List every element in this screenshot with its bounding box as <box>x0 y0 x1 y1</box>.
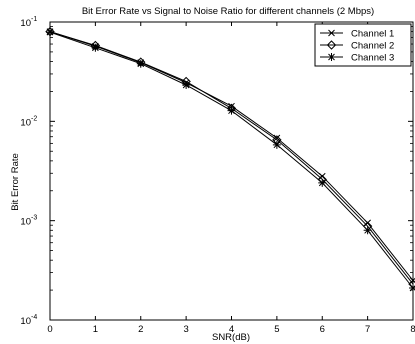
star-marker <box>227 106 236 115</box>
legend-label: Channel 2 <box>351 41 394 52</box>
star-marker <box>363 226 372 235</box>
legend-entry: Channel 3 <box>320 53 394 64</box>
series-layer <box>45 26 415 292</box>
y-tick-exponent: -1 <box>31 16 37 23</box>
star-marker <box>272 140 281 149</box>
legend-label: Channel 1 <box>351 29 394 40</box>
diamond-marker <box>326 40 337 50</box>
legend-label: Channel 3 <box>351 53 394 64</box>
star-marker <box>91 43 100 52</box>
y-tick-exponent: -4 <box>31 314 37 321</box>
x-axis-label: SNR(dB) <box>212 332 250 343</box>
star-marker <box>136 59 145 68</box>
x-marker <box>328 29 335 37</box>
x-tick-label: 6 <box>320 324 325 335</box>
x-tick-label: 3 <box>183 324 188 335</box>
legend-entry: Channel 2 <box>320 40 394 52</box>
x-tick-label: 1 <box>93 324 98 335</box>
y-tick-label: 10 <box>20 117 31 128</box>
y-tick-label: 10 <box>20 18 31 29</box>
y-tick-exponent: -2 <box>31 115 37 122</box>
y-tick-exponent: -3 <box>31 215 37 222</box>
star-marker <box>409 283 415 292</box>
y-tick-label: 10 <box>20 217 31 228</box>
chart-title: Bit Error Rate vs Signal to Noise Ratio … <box>82 6 374 17</box>
x-tick-label: 2 <box>138 324 143 335</box>
star-marker <box>327 53 336 61</box>
star-marker <box>318 178 327 187</box>
legend-entry: Channel 1 <box>320 29 394 40</box>
x-tick-label: 8 <box>410 324 415 335</box>
x-tick-label: 7 <box>365 324 370 335</box>
x-marker <box>273 134 281 142</box>
star-marker <box>46 28 54 37</box>
series-3 <box>46 28 415 292</box>
star-marker <box>182 81 191 90</box>
y-axis-label: Bit Error Rate <box>10 153 21 211</box>
y-tick-label: 10 <box>20 316 31 327</box>
x-tick-label: 0 <box>47 324 52 335</box>
axis-ticks: 0 1 2 3 4 5 6 7 810-110-210-310-4 <box>20 16 415 335</box>
x-tick-label: 5 <box>274 324 279 335</box>
plot-area <box>49 21 414 321</box>
x-tick-label: 4 <box>229 324 234 335</box>
